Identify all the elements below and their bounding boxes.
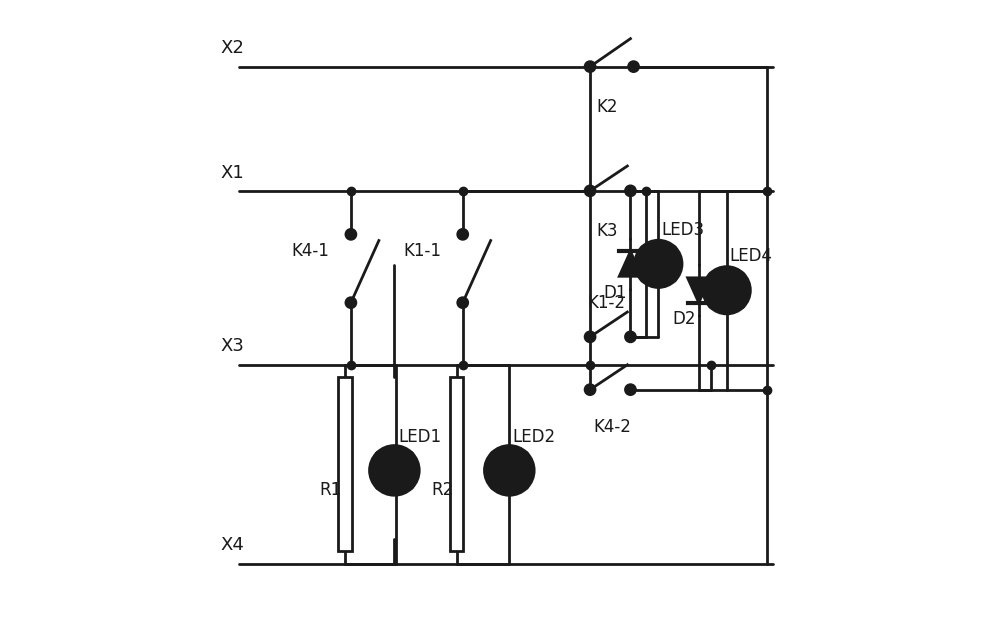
- Circle shape: [458, 230, 468, 240]
- Text: R1: R1: [319, 481, 342, 499]
- Circle shape: [458, 298, 468, 308]
- Polygon shape: [688, 278, 710, 303]
- Text: X3: X3: [220, 338, 244, 356]
- Circle shape: [585, 62, 595, 72]
- Circle shape: [346, 298, 356, 308]
- Text: LED3: LED3: [662, 221, 705, 239]
- FancyBboxPatch shape: [338, 378, 352, 551]
- Circle shape: [703, 266, 750, 314]
- Circle shape: [625, 332, 635, 342]
- Text: LED2: LED2: [512, 427, 556, 446]
- Circle shape: [625, 186, 635, 196]
- Text: K4-1: K4-1: [291, 242, 329, 260]
- Circle shape: [585, 384, 595, 394]
- Text: K4-2: K4-2: [593, 417, 631, 436]
- Circle shape: [346, 230, 356, 240]
- Circle shape: [629, 62, 639, 72]
- Text: X2: X2: [220, 39, 244, 57]
- Text: LED4: LED4: [730, 247, 773, 265]
- Text: K1-1: K1-1: [403, 242, 441, 260]
- Polygon shape: [619, 251, 642, 276]
- Text: D2: D2: [672, 310, 696, 328]
- Text: K1-2: K1-2: [587, 294, 625, 312]
- Text: K2: K2: [596, 98, 618, 115]
- Text: K3: K3: [596, 222, 618, 240]
- FancyBboxPatch shape: [450, 378, 463, 551]
- Text: X4: X4: [220, 536, 244, 554]
- Text: X1: X1: [220, 163, 244, 182]
- Circle shape: [635, 240, 682, 288]
- Circle shape: [625, 384, 635, 394]
- Text: R2: R2: [431, 481, 453, 499]
- Text: D1: D1: [604, 284, 627, 302]
- Circle shape: [484, 446, 534, 495]
- Circle shape: [370, 446, 419, 495]
- Text: LED1: LED1: [399, 427, 442, 446]
- Circle shape: [585, 186, 595, 196]
- Circle shape: [585, 332, 595, 342]
